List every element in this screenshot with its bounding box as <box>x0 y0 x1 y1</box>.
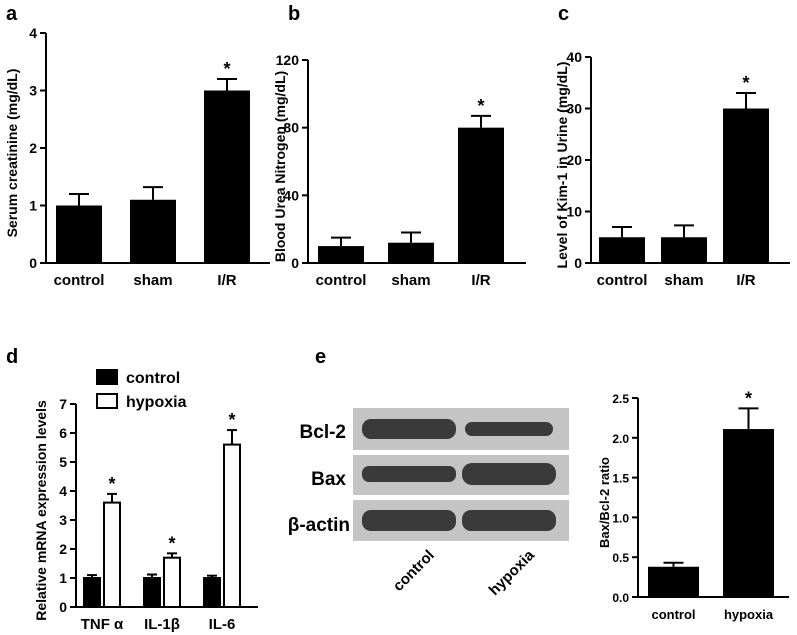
significance-marker-hypoxia-1: * <box>168 533 175 553</box>
bar-c-2 <box>723 108 769 263</box>
significance-marker-e-1: * <box>745 388 752 408</box>
y-tick-label-b: 80 <box>283 120 299 136</box>
significance-marker-hypoxia-2: * <box>228 410 235 430</box>
x-tick-label-a-1: sham <box>133 272 172 289</box>
blot-band-beta-actin-hypoxia <box>462 510 556 531</box>
bar-control-2 <box>203 577 221 608</box>
bar-a-0 <box>56 205 102 263</box>
y-axis-label-c: Level of Kim-1 in Urine (mg/dL) <box>554 62 570 269</box>
blot-band-bcl2-control <box>362 419 456 439</box>
blot-band-bcl2-hypoxia <box>465 422 553 436</box>
y-tick-label-c: 40 <box>566 49 582 65</box>
y-tick-label-e: 0.0 <box>612 591 629 605</box>
chart-a: 0 1 2 3 4 Serum creatinine (mg/dL) control sham… <box>4 25 270 289</box>
x-tick-label-e-1: hypoxia <box>724 607 774 622</box>
blot-band-bax-hypoxia <box>462 463 556 485</box>
y-axis-label-d: Relative mRNA expression levels <box>33 400 49 621</box>
panel-letter-a: a <box>6 3 18 25</box>
y-axis-label-e: Bax/Bcl-2 ratio <box>597 457 612 548</box>
y-tick-label-a: 1 <box>29 198 37 214</box>
bar-control-0 <box>83 577 101 608</box>
y-tick-label-d: 7 <box>59 396 67 412</box>
blot-band-beta-actin-control <box>362 510 456 531</box>
bar-c-1 <box>661 237 707 263</box>
bar-e-0 <box>648 566 699 597</box>
bar-b-2 <box>458 127 504 264</box>
x-tick-label-b-1: sham <box>391 272 430 289</box>
legend-swatch-control <box>96 369 118 385</box>
blot-band-bax-control <box>362 466 456 482</box>
x-tick-label-d-2: IL-6 <box>209 616 236 633</box>
y-tick-label-b: 120 <box>276 52 300 68</box>
legend-label-control: control <box>126 370 180 387</box>
y-tick-label-e: 1.0 <box>612 511 629 525</box>
x-tick-label-a-2: I/R <box>217 272 236 289</box>
y-tick-label-e: 2.5 <box>612 392 629 406</box>
y-tick-label-b: 40 <box>283 187 299 203</box>
y-tick-label-d: 4 <box>59 483 67 499</box>
y-tick-label-d: 5 <box>59 454 67 470</box>
x-tick-label-b-0: control <box>316 272 367 289</box>
significance-marker-b-2: * <box>477 96 484 116</box>
blot-label-bax: Bax <box>311 469 346 490</box>
y-tick-label-e: 1.5 <box>612 472 629 486</box>
x-tick-label-c-1: sham <box>664 272 703 289</box>
y-tick-label-a: 3 <box>29 83 37 99</box>
chart-e: 0.0 0.5 1.0 1.5 2.0 2.5 Bax/Bcl-2 ratio control… <box>597 388 789 622</box>
y-tick-label-d: 3 <box>59 512 67 528</box>
y-tick-label-a: 2 <box>29 140 37 156</box>
x-tick-label-d-0: TNF α <box>81 616 124 633</box>
panel-letter-c: c <box>558 3 569 25</box>
y-tick-label-e: 0.5 <box>612 551 629 565</box>
y-tick-label-c: 10 <box>566 204 582 220</box>
y-tick-label-d: 0 <box>59 599 67 615</box>
bar-hypoxia-1 <box>163 556 181 609</box>
x-tick-label-a-0: control <box>54 272 105 289</box>
legend-label-hypoxia: hypoxia <box>126 394 187 411</box>
bar-hypoxia-0 <box>103 501 121 609</box>
y-tick-label-a: 0 <box>29 255 37 271</box>
y-tick-label-d: 1 <box>59 570 67 586</box>
x-tick-label-c-0: control <box>597 272 648 289</box>
blot-label-bcl2: Bcl-2 <box>300 422 346 443</box>
bar-b-0 <box>318 246 364 263</box>
panel-letter-e: e <box>315 346 326 368</box>
significance-marker-hypoxia-0: * <box>108 474 115 494</box>
blot-label-beta-actin: β-actin <box>288 515 350 536</box>
panel-letter-d: d <box>6 346 18 368</box>
y-tick-label-c: 20 <box>566 152 582 168</box>
legend-swatch-hypoxia <box>96 393 118 409</box>
x-tick-label-d-1: IL-1β <box>144 616 180 633</box>
y-tick-label-b: 0 <box>291 255 299 271</box>
y-tick-label-a: 4 <box>29 25 37 41</box>
bar-e-1 <box>723 429 774 597</box>
chart-b: 0 40 80 120 Blood Urea Nitrogen (mg/dL) contr… <box>272 52 526 289</box>
y-axis-label-a: Serum creatinine (mg/dL) <box>4 69 20 238</box>
y-tick-label-c: 0 <box>574 255 582 271</box>
x-tick-label-e-0: control <box>651 607 695 622</box>
bar-hypoxia-2 <box>223 443 241 608</box>
bar-control-1 <box>143 577 161 608</box>
x-tick-label-c-2: I/R <box>736 272 755 289</box>
chart-d: 0 1 2 3 4 5 6 7 Relative mRNA expression levels *… <box>33 369 258 633</box>
x-tick-label-b-2: I/R <box>471 272 490 289</box>
bar-b-1 <box>388 242 434 263</box>
significance-marker-a-2: * <box>223 59 230 79</box>
y-tick-label-e: 2.0 <box>612 432 629 446</box>
y-tick-label-c: 30 <box>566 101 582 117</box>
panel-letter-b: b <box>288 3 300 25</box>
bar-c-0 <box>599 237 645 263</box>
y-axis-label-b: Blood Urea Nitrogen (mg/dL) <box>272 71 288 262</box>
bar-a-1 <box>130 199 176 263</box>
y-tick-label-d: 6 <box>59 425 67 441</box>
bar-a-2 <box>204 90 250 263</box>
significance-marker-c-2: * <box>742 73 749 93</box>
y-tick-label-d: 2 <box>59 541 67 557</box>
